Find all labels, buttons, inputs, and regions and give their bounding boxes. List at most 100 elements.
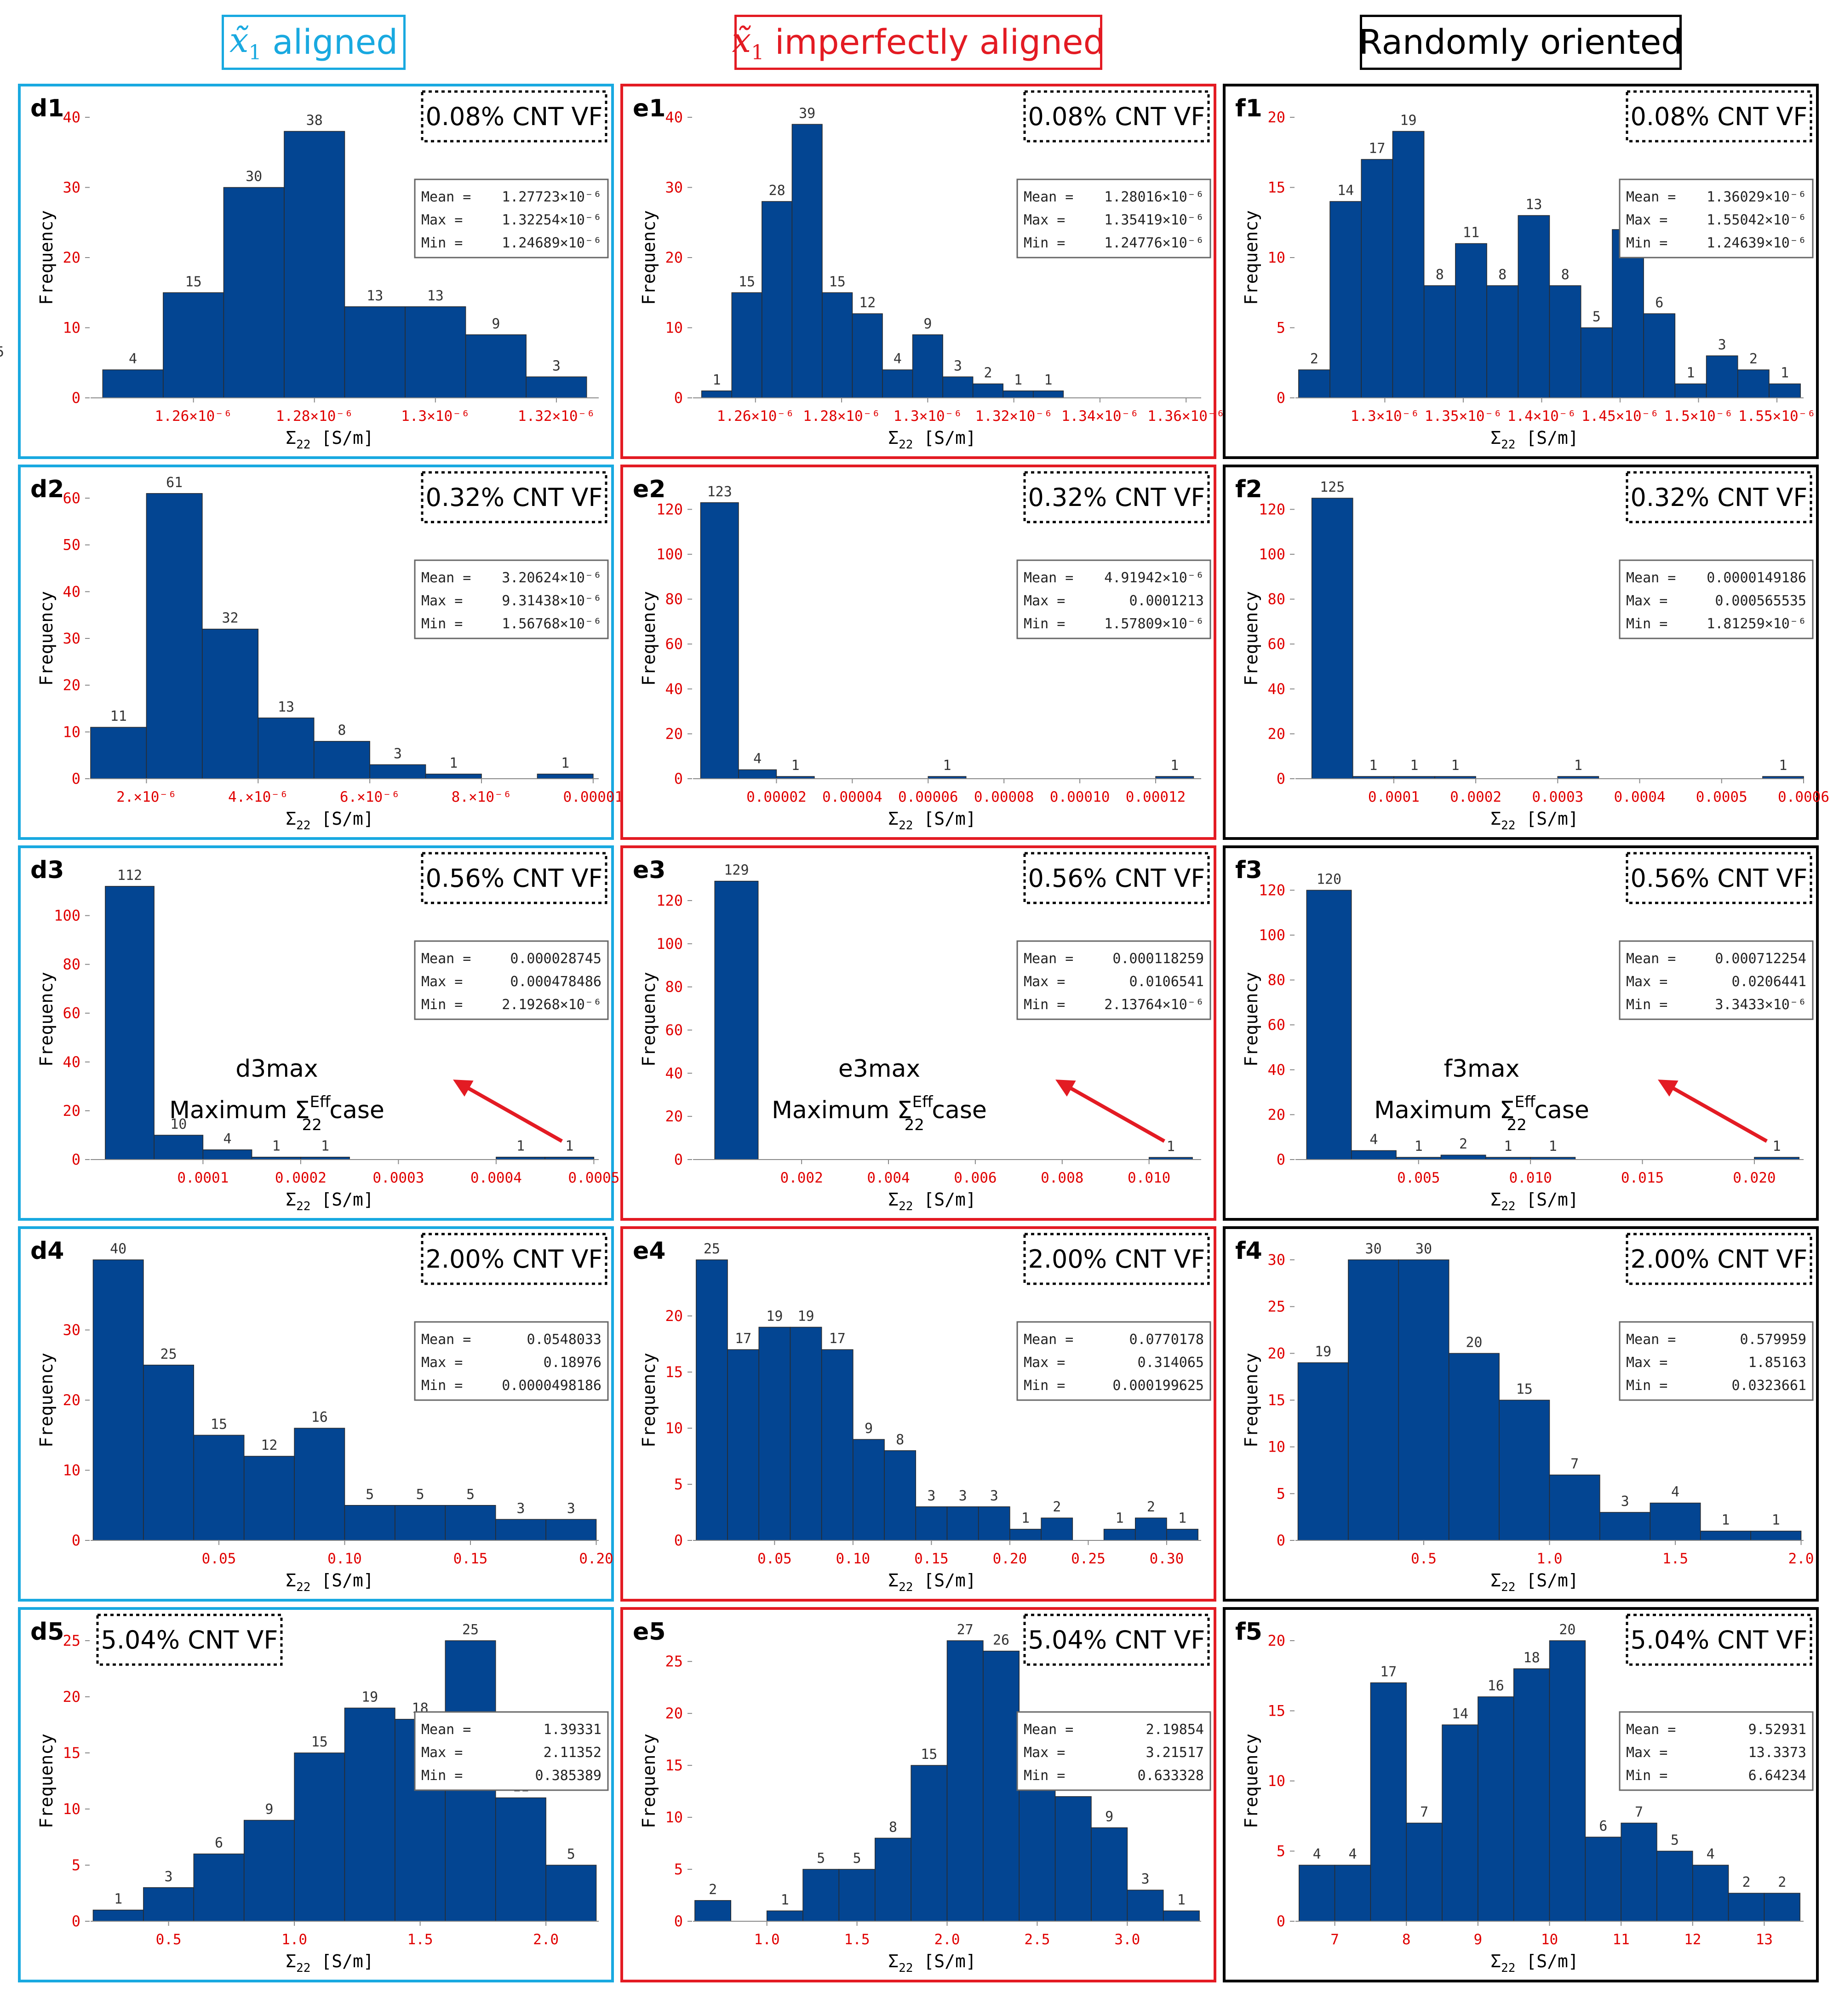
vf-label-box [1023,1614,1210,1666]
histogram-bar [882,369,913,398]
bar-count-label: 2 [1310,351,1318,367]
y-tick-label: 0 [674,1151,683,1168]
histogram-bar [1299,1865,1335,1922]
stat-value-mean: 2.19854 [1146,1722,1204,1738]
histogram-bar [1585,1837,1621,1922]
x-tick-label: 0.25 [1071,1551,1106,1567]
histogram-bar [1392,131,1425,398]
bar-count-label: 4 [223,1131,231,1147]
histogram-panel-f3: f3 Frequency 0 20 40 60 80 100 120 120 4 1 2 1 1 1 0.005… [1223,845,1819,1221]
vf-label: 2.00% CNT VF [1028,1245,1205,1274]
y-tick-label: 15 [665,1757,683,1774]
histogram-bar [946,1506,979,1541]
y-tick-label: 5 [72,1856,80,1874]
histogram-panel-f5: f5 Frequency 0 5 10 15 20 4 4 17 7 14 16 18 20 6 7 5 4 2 2 7 8… [1223,1607,1819,1982]
panel-letter: d2 [30,476,64,503]
vf-label-box [421,90,607,143]
bar-count-label: 19 [1400,113,1416,129]
histogram-bar [1643,313,1676,398]
y-tick-label: 0 [674,770,683,787]
histogram-bar [223,187,285,398]
histogram-bar [700,502,739,779]
bar-count-label: 1 [272,1138,281,1154]
x-axis-label: Σ22 [S/m] [1490,428,1578,452]
histogram-bar [1621,1822,1657,1922]
histogram-bar [1750,1530,1802,1541]
y-tick-label: 20 [1267,1632,1285,1649]
histogram-bar [102,369,164,398]
y-tick-label: 0 [1277,770,1285,787]
histogram-bar [1329,201,1362,398]
vf-label-box [421,471,607,523]
histogram-bar [1549,1640,1586,1922]
histogram-bar [696,1259,728,1541]
histogram-bar [802,1869,840,1922]
x-tick-label: 0.5 [156,1931,182,1948]
x-axis-label: Σ22 [S/m] [888,1570,976,1594]
y-tick-label: 120 [1259,881,1285,899]
stat-label-min: Min = [1626,235,1667,251]
x-tick-label: 0.20 [993,1551,1027,1567]
histogram-bar [545,1519,597,1541]
bar-count-label: 12 [859,295,876,311]
y-tick-label: 0 [72,770,80,787]
x-axis-label: Σ22 [S/m] [1490,1189,1578,1213]
panel-letter: e3 [633,856,665,884]
y-axis-label: Frequency [1241,1734,1261,1828]
stat-label-max: Max = [1024,1745,1065,1761]
stat-label-min: Min = [1626,616,1667,632]
bar-count-label: 1 [1369,758,1377,774]
histogram-bar [1127,1890,1164,1922]
bar-count-label: 3 [165,1869,173,1885]
y-tick-label: 0 [72,389,80,407]
y-tick-label: 80 [1267,971,1285,989]
histogram-bar [405,306,466,398]
x-tick-label: 0.005 [1397,1170,1440,1186]
y-tick-label: 20 [63,249,80,266]
bar-count-label: 9 [923,316,932,332]
histogram-bar [694,1900,732,1922]
histogram-bar [294,1752,345,1922]
panel-letter: f5 [1235,1618,1262,1646]
y-tick-label: 10 [63,1462,80,1479]
bar-count-label: 8 [1436,267,1444,283]
bar-count-label: 3 [567,1500,575,1516]
y-tick-label: 30 [1267,1251,1285,1269]
histogram-bar [1306,890,1352,1160]
annotation-label: d3max [235,1055,318,1083]
bar-count-label: 8 [1498,267,1507,283]
histogram-bar [978,1506,1010,1541]
x-tick-label: 1.0 [754,1931,780,1948]
stats-box [1619,1321,1814,1401]
x-tick-label: 0.20 [579,1551,613,1567]
histogram-bar [1764,1893,1800,1922]
histogram-bar [143,1887,195,1922]
histogram-bar [983,1650,1020,1922]
y-axis-label: Frequency [1241,1353,1261,1447]
bar-count-label: 4 [753,751,762,767]
bar-count-label: 3 [1141,1871,1149,1887]
stat-label-max: Max = [1626,1355,1667,1371]
y-tick-label: 10 [1267,249,1285,266]
histogram-panel-e3: e3 Frequency 0 20 40 60 80 100 120 129 1 0.002 0.004… [620,845,1216,1221]
histogram-panel-d4: d4 Frequency 0 10 20 30 40 25 15 12 16 5 5 5 3 3 0.05 0.1… [18,1226,614,1602]
bar-count-label: 6 [1599,1818,1607,1834]
y-tick-label: 30 [665,179,683,196]
x-tick-label: 1.5 [1662,1551,1688,1567]
stat-label-min: Min = [421,616,463,632]
histogram-bar [1455,243,1487,398]
bar-count-label: 11 [110,708,127,724]
stat-label-max: Max = [421,593,463,609]
y-tick-label: 40 [63,1053,80,1071]
y-axis-label: Frequency [36,210,57,305]
x-tick-label: 1.3×10⁻⁶ [894,408,962,425]
header-variable: x̃1 [732,20,764,64]
stats-box [1619,559,1814,639]
bar-count-label: 120 [1317,871,1341,887]
bar-count-label: 13 [427,288,444,304]
y-tick-label: 80 [665,978,683,996]
bar-count-label: 25 [160,1346,177,1362]
y-tick-label: 0 [72,1913,80,1930]
y-tick-label: 15 [665,1363,683,1381]
y-axis-label: Frequency [639,972,659,1067]
